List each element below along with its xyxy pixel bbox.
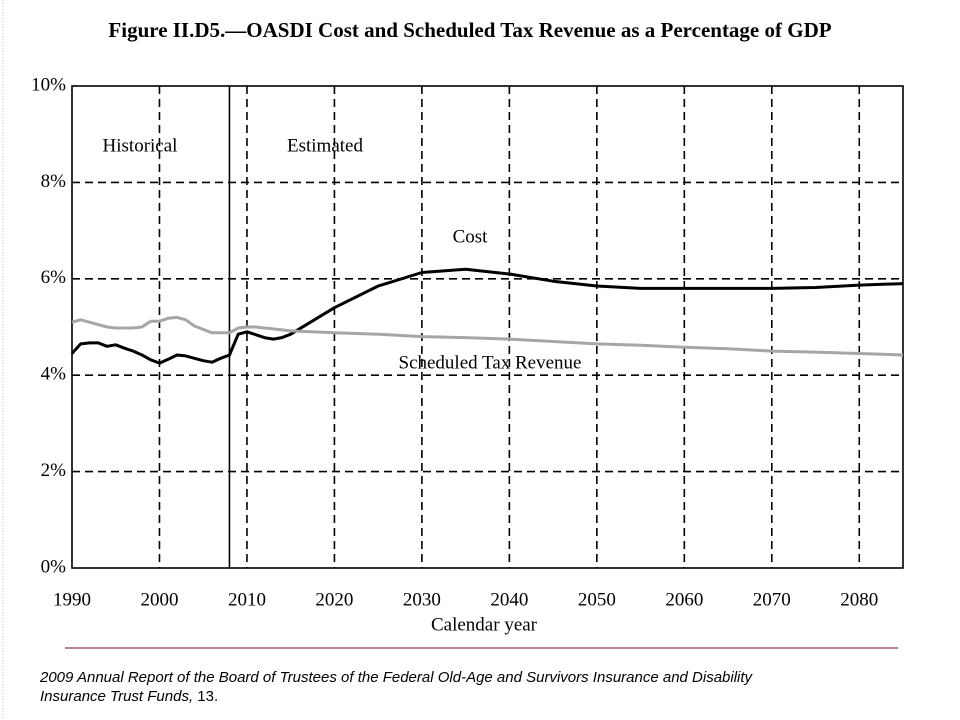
x-tick-label: 2010 [228, 589, 266, 610]
x-tick-label: 2040 [490, 589, 528, 610]
x-tick-label: 2030 [403, 589, 441, 610]
footnote: 2009 Annual Report of the Board of Trust… [40, 668, 820, 706]
x-tick-label: 2000 [140, 589, 178, 610]
y-tick-label: 0% [41, 556, 67, 577]
x-tick-label: 2020 [315, 589, 353, 610]
x-tick-label: 2050 [578, 589, 616, 610]
annotation: Historical [103, 135, 178, 156]
series-label: Cost [453, 226, 489, 247]
y-tick-label: 8% [41, 171, 67, 192]
series-line [71, 315, 904, 357]
y-tick-label: 4% [41, 364, 67, 385]
annotation: Estimated [287, 135, 363, 156]
x-axis-label: Calendar year [431, 614, 538, 635]
series-line [70, 267, 904, 365]
y-tick-label: 6% [41, 267, 67, 288]
footnote-page: 13. [197, 688, 219, 705]
x-tick-label: 1990 [53, 589, 91, 610]
chart-title: Figure II.D5.—OASDI Cost and Scheduled T… [108, 18, 831, 42]
series-label: Scheduled Tax Revenue [399, 352, 582, 373]
x-tick-label: 2060 [665, 589, 703, 610]
footnote-source: 2009 Annual Report of the Board of Trust… [40, 669, 753, 705]
plot-border [71, 85, 904, 569]
y-tick-label: 10% [31, 74, 66, 95]
y-tick-label: 2% [41, 460, 67, 481]
x-tick-label: 2070 [753, 589, 791, 610]
x-tick-label: 2080 [840, 589, 878, 610]
